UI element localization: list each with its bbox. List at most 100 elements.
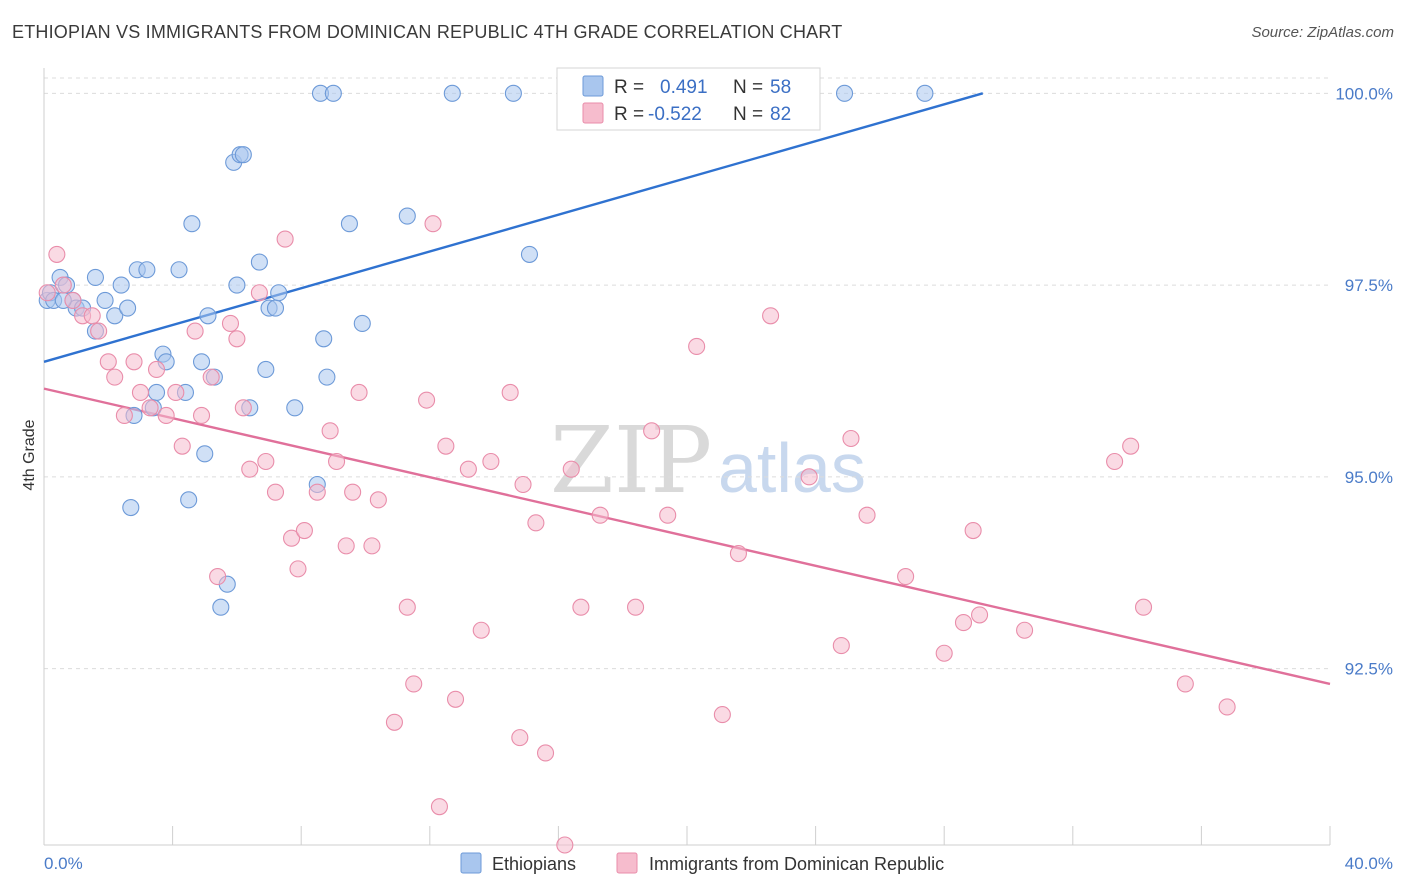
ethiopian-point xyxy=(835,84,854,102)
ethiopian-point xyxy=(122,498,140,517)
dominican-point xyxy=(858,506,876,524)
dominican-point xyxy=(527,514,545,532)
dominican-point xyxy=(842,429,860,448)
dominican-point xyxy=(935,644,953,662)
dominican-point xyxy=(337,537,355,555)
dominican-point xyxy=(186,322,204,340)
dominican-point xyxy=(897,567,915,586)
ethiopian-point xyxy=(228,276,246,294)
dominican-point xyxy=(514,475,532,494)
dominican-point xyxy=(536,744,555,762)
dominican-point xyxy=(591,506,609,524)
dominican-point xyxy=(106,368,124,386)
ethiopian-point xyxy=(324,84,342,102)
bottom-legend-dominican: Immigrants from Dominican Republic xyxy=(649,854,944,874)
dominican-point xyxy=(643,422,661,440)
ethiopian-point xyxy=(504,84,522,102)
dominican-point xyxy=(472,621,490,639)
watermark: ZIP atlas xyxy=(550,407,866,514)
legend-n-label-2: N = xyxy=(733,104,763,125)
source-note: Source: ZipAtlas.com xyxy=(1251,24,1394,41)
legend-r-value-1: 0.491 xyxy=(660,77,708,98)
dominican-point xyxy=(446,690,465,708)
dominican-point xyxy=(627,598,645,616)
ethiopian-point xyxy=(112,276,130,294)
bottom-legend-ethiopians: Ethiopians xyxy=(492,854,576,874)
ethiopian-point xyxy=(119,299,137,317)
ethiopian-point xyxy=(286,399,304,417)
legend-r-label-2: R = xyxy=(614,104,644,125)
ethiopian-point xyxy=(270,284,288,302)
dominican-point xyxy=(1016,621,1034,639)
ethiopian-point xyxy=(147,383,166,402)
dominican-point xyxy=(167,383,185,402)
dominican-point xyxy=(971,606,989,624)
ethiopian-point xyxy=(340,215,358,233)
ethiopian-point xyxy=(170,261,188,279)
x-tick-label-min: 0.0% xyxy=(44,854,83,873)
legend-n-label-1: N = xyxy=(733,77,763,98)
dominican-trend-line xyxy=(43,387,1331,686)
dominican-point xyxy=(115,406,133,425)
dominican-point xyxy=(266,483,285,501)
ethiopian-point xyxy=(183,215,201,233)
x-tick-label-max: 40.0% xyxy=(1345,854,1393,873)
dominican-point xyxy=(1106,452,1124,471)
trend-lines xyxy=(43,92,1331,686)
dominican-point xyxy=(659,506,677,524)
dominican-point xyxy=(228,330,246,348)
dominican-point xyxy=(289,560,307,578)
ethiopian-point xyxy=(138,261,156,279)
dominican-point xyxy=(202,368,220,386)
ethiopian-point xyxy=(353,314,371,332)
dominican-point xyxy=(64,291,82,309)
dominican-point xyxy=(257,452,275,471)
watermark-zip: ZIP xyxy=(550,407,712,514)
legend-swatch-ethiopians xyxy=(582,75,604,97)
ethiopian-point xyxy=(234,146,252,164)
dominican-point xyxy=(328,452,346,471)
legend-n-value-1: 58 xyxy=(770,77,791,98)
dominican-point xyxy=(90,322,108,340)
dominican-point xyxy=(321,422,339,440)
dominican-point xyxy=(125,353,143,371)
legend-r-value-2: -0.522 xyxy=(648,104,702,125)
dominican-point xyxy=(954,614,973,632)
dominican-point xyxy=(192,406,211,425)
ethiopian-point xyxy=(916,84,934,102)
dominican-point xyxy=(556,836,574,854)
data-points xyxy=(38,84,1236,854)
ethiopian-point xyxy=(86,268,104,286)
bottom-legend-swatch-dominican xyxy=(616,852,638,874)
legend: R = 0.491 N = 58 R = -0.522 N = 82 xyxy=(556,67,821,131)
dominican-point xyxy=(1134,598,1153,616)
dominican-point xyxy=(147,360,166,379)
ethiopian-point xyxy=(250,253,268,271)
dominican-point xyxy=(437,437,455,455)
dominican-point xyxy=(688,337,706,356)
dominican-point xyxy=(83,307,101,325)
legend-swatch-dominican xyxy=(582,102,604,124)
dominican-point xyxy=(234,399,252,417)
dominican-point xyxy=(398,598,416,616)
dominican-point xyxy=(762,307,780,325)
dominican-point xyxy=(418,391,436,409)
dominican-point xyxy=(141,399,159,417)
dominican-point xyxy=(482,452,500,471)
dominican-point xyxy=(276,230,294,248)
bottom-legend-swatch-ethiopians xyxy=(460,852,482,874)
y-tick-label: 92.5% xyxy=(1345,660,1393,679)
ethiopian-point xyxy=(196,445,214,463)
dominican-point xyxy=(350,383,368,402)
dominican-point xyxy=(48,245,66,263)
y-axis-label: 4th Grade xyxy=(21,419,38,490)
dominican-point xyxy=(430,798,448,816)
dominican-point xyxy=(295,521,313,540)
dominican-point xyxy=(209,567,227,586)
dominican-point xyxy=(424,215,442,233)
ethiopian-point xyxy=(318,368,336,386)
dominican-point xyxy=(344,483,362,501)
dominican-point xyxy=(363,537,381,555)
axes: 0.0% 40.0% xyxy=(43,68,1393,873)
